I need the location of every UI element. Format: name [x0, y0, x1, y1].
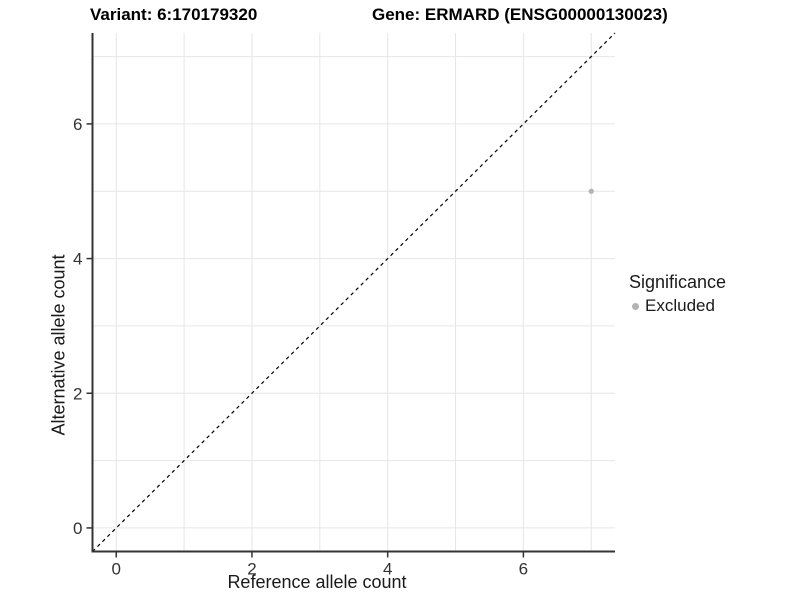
- x-axis-label: Reference allele count: [227, 572, 407, 592]
- y-tick-label: 2: [73, 384, 82, 403]
- plot-title-gene: Gene: ERMARD (ENSG00000130023): [372, 5, 668, 24]
- y-tick-label: 0: [73, 519, 82, 538]
- x-tick-label: 6: [519, 560, 528, 579]
- legend-title: Significance: [629, 272, 727, 292]
- y-tick-label: 4: [73, 250, 82, 269]
- y-tick-label: 6: [73, 115, 82, 134]
- identity-line: [92, 32, 616, 552]
- legend: Significance Excluded: [629, 272, 726, 316]
- legend-item-label: Excluded: [645, 296, 715, 315]
- data-point: [588, 188, 594, 194]
- legend-key-dot-icon: [632, 302, 639, 310]
- x-tick-label: 0: [112, 560, 121, 579]
- legend-item-excluded: Excluded: [629, 296, 726, 316]
- x-tick-label: 4: [383, 560, 392, 579]
- plot-title-variant: Variant: 6:170179320: [90, 5, 258, 24]
- y-axis-label: Alternative allele count: [48, 254, 69, 436]
- x-tick-label: 2: [247, 560, 256, 579]
